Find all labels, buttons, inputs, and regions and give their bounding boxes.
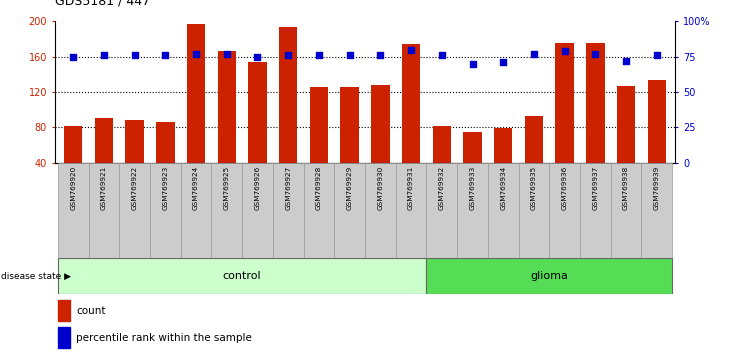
FancyBboxPatch shape (181, 163, 212, 258)
FancyBboxPatch shape (119, 163, 150, 258)
Point (67, 54, 79, 59)
Text: GSM769925: GSM769925 (224, 166, 230, 210)
Text: GDS5181 / 447: GDS5181 / 447 (55, 0, 150, 7)
FancyBboxPatch shape (488, 163, 518, 258)
Point (620, 58, 632, 64)
Point (252, 54, 264, 59)
FancyBboxPatch shape (396, 163, 426, 258)
Text: GSM769927: GSM769927 (285, 166, 291, 210)
FancyBboxPatch shape (88, 163, 119, 258)
FancyBboxPatch shape (58, 258, 426, 294)
Text: GSM769926: GSM769926 (255, 166, 261, 210)
FancyBboxPatch shape (426, 163, 457, 258)
Bar (187, 24, 205, 198)
Text: GSM769920: GSM769920 (70, 166, 76, 210)
Bar (464, 132, 482, 198)
Bar (586, 43, 604, 198)
Text: GSM769938: GSM769938 (623, 166, 629, 210)
Text: percentile rank within the sample: percentile rank within the sample (77, 333, 253, 343)
FancyBboxPatch shape (365, 163, 396, 258)
Bar (248, 62, 266, 198)
FancyBboxPatch shape (212, 163, 242, 258)
FancyBboxPatch shape (580, 163, 611, 258)
Bar (556, 43, 574, 198)
Point (436, 52, 447, 58)
Point (283, 52, 294, 58)
FancyBboxPatch shape (549, 163, 580, 258)
Point (98, 52, 110, 58)
Text: GSM769924: GSM769924 (193, 166, 199, 210)
Point (466, 61, 478, 67)
FancyBboxPatch shape (518, 163, 549, 258)
FancyBboxPatch shape (304, 163, 334, 258)
Text: GSM769936: GSM769936 (561, 166, 568, 210)
Point (528, 51, 539, 57)
Bar (494, 128, 512, 198)
Bar (64, 126, 82, 198)
Bar (58, 327, 70, 348)
Text: GSM769939: GSM769939 (654, 166, 660, 210)
Bar (371, 85, 390, 198)
Bar (340, 87, 359, 198)
Text: GSM769928: GSM769928 (316, 166, 322, 210)
Point (191, 51, 202, 57)
Bar (156, 122, 174, 198)
Text: GSM769933: GSM769933 (469, 166, 475, 210)
Bar (279, 27, 297, 198)
FancyBboxPatch shape (150, 163, 181, 258)
Text: GSM769921: GSM769921 (101, 166, 107, 210)
Bar (310, 87, 328, 198)
FancyBboxPatch shape (642, 163, 672, 258)
Text: disease state ▶: disease state ▶ (1, 272, 71, 281)
Point (221, 51, 233, 57)
Text: GSM769922: GSM769922 (131, 166, 138, 210)
Point (313, 52, 325, 58)
Point (559, 48, 571, 54)
Bar (648, 80, 666, 198)
Point (497, 59, 509, 65)
Text: GSM769932: GSM769932 (439, 166, 445, 210)
FancyBboxPatch shape (273, 163, 304, 258)
Point (128, 52, 140, 58)
Point (405, 47, 417, 52)
Bar (617, 86, 635, 198)
Text: control: control (223, 271, 261, 281)
Bar (126, 120, 144, 198)
Bar (58, 300, 70, 321)
FancyBboxPatch shape (242, 163, 273, 258)
FancyBboxPatch shape (611, 163, 642, 258)
Text: GSM769930: GSM769930 (377, 166, 383, 210)
Bar (402, 44, 420, 198)
Text: GSM769931: GSM769931 (408, 166, 414, 210)
FancyBboxPatch shape (426, 258, 672, 294)
Bar (95, 118, 113, 198)
Text: GSM769929: GSM769929 (347, 166, 353, 210)
Text: GSM769935: GSM769935 (531, 166, 537, 210)
Point (590, 51, 602, 57)
Text: glioma: glioma (531, 271, 568, 281)
FancyBboxPatch shape (457, 163, 488, 258)
Point (651, 52, 663, 58)
Text: GSM769934: GSM769934 (500, 166, 506, 210)
Point (344, 52, 356, 58)
FancyBboxPatch shape (334, 163, 365, 258)
Bar (525, 116, 543, 198)
Point (374, 52, 386, 58)
Bar (433, 126, 451, 198)
Text: count: count (77, 306, 106, 316)
Bar (218, 51, 236, 198)
Point (159, 52, 171, 58)
Text: GSM769923: GSM769923 (162, 166, 169, 210)
FancyBboxPatch shape (58, 163, 88, 258)
Text: GSM769937: GSM769937 (592, 166, 599, 210)
